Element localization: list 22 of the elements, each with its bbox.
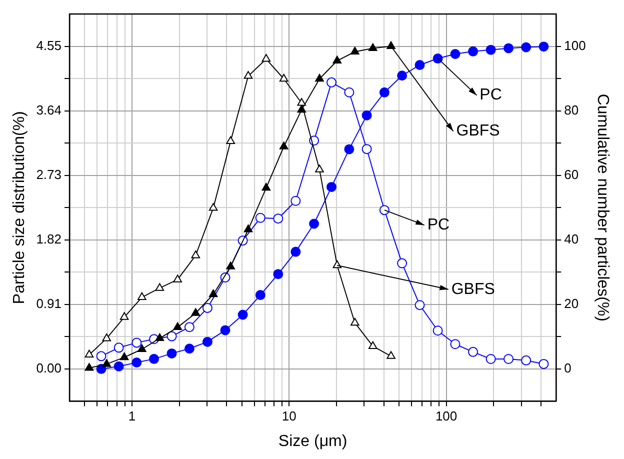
y2-tick-label: 80 bbox=[564, 102, 579, 118]
y-axis-title: Particle size distribution(%) bbox=[11, 111, 28, 304]
annotation: GBFS bbox=[456, 122, 500, 140]
y2-tick-label: 100 bbox=[564, 38, 586, 53]
y2-tick-label: 20 bbox=[564, 296, 579, 311]
y2-tick-label: 40 bbox=[564, 231, 579, 246]
x-tick-label: 1 bbox=[128, 408, 136, 424]
y-tick-label: 2.73 bbox=[36, 166, 62, 182]
x-axis-title: Size (μm) bbox=[278, 432, 348, 450]
y-tick-label: 1.82 bbox=[36, 231, 62, 246]
annotation: PC bbox=[427, 216, 450, 234]
y2-tick-label: 0 bbox=[564, 360, 572, 376]
x-tick-label: 10 bbox=[282, 408, 296, 424]
annotation: GBFS bbox=[451, 280, 495, 298]
y-tick-label: 4.55 bbox=[36, 38, 62, 53]
y2-tick-label: 60 bbox=[564, 166, 579, 182]
annotation: PC bbox=[480, 86, 502, 104]
y2-axis-title: Cumulative number particles(%) bbox=[594, 94, 611, 322]
y-tick-label: 0.91 bbox=[36, 296, 62, 311]
y-tick-label: 0.00 bbox=[36, 360, 62, 376]
x-tick-label: 100 bbox=[435, 408, 458, 424]
y-tick-label: 3.64 bbox=[36, 102, 62, 118]
